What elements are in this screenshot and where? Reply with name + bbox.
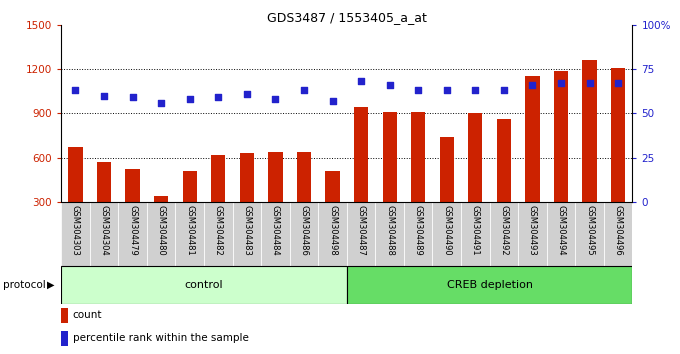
Point — [270, 96, 281, 102]
Text: GSM304494: GSM304494 — [556, 205, 566, 256]
Text: GSM304484: GSM304484 — [271, 205, 280, 256]
Text: GSM304480: GSM304480 — [156, 205, 166, 256]
Bar — [611, 68, 625, 202]
Bar — [325, 171, 339, 202]
Bar — [154, 196, 168, 202]
Point — [70, 87, 81, 93]
Bar — [354, 107, 368, 202]
Bar — [61, 308, 68, 323]
Point — [584, 80, 595, 86]
Bar — [182, 171, 197, 202]
Point — [327, 98, 338, 104]
Point — [384, 82, 395, 88]
Text: GSM304493: GSM304493 — [528, 205, 537, 256]
Text: GSM304496: GSM304496 — [613, 205, 623, 256]
Bar — [211, 155, 225, 202]
Point — [441, 87, 452, 93]
Bar — [68, 147, 82, 202]
Text: GSM304490: GSM304490 — [442, 205, 452, 256]
Text: percentile rank within the sample: percentile rank within the sample — [73, 333, 248, 343]
Text: ▶: ▶ — [47, 280, 54, 290]
Bar — [61, 331, 68, 346]
Bar — [239, 153, 254, 202]
Text: GSM304489: GSM304489 — [413, 205, 423, 256]
Bar — [439, 137, 454, 202]
Point — [99, 93, 109, 98]
Text: GSM304479: GSM304479 — [128, 205, 137, 256]
Point — [527, 82, 538, 88]
FancyBboxPatch shape — [347, 266, 632, 304]
Text: GDS3487 / 1553405_a_at: GDS3487 / 1553405_a_at — [267, 11, 427, 24]
Text: CREB depletion: CREB depletion — [447, 280, 532, 290]
Point — [498, 87, 509, 93]
Point — [356, 79, 367, 84]
Text: GSM304488: GSM304488 — [385, 205, 394, 256]
Text: count: count — [73, 310, 102, 320]
Text: GSM304495: GSM304495 — [585, 205, 594, 256]
Text: GSM304487: GSM304487 — [356, 205, 366, 256]
Text: protocol: protocol — [3, 280, 46, 290]
Text: GSM304482: GSM304482 — [214, 205, 223, 256]
Bar — [525, 76, 539, 202]
Text: GSM304498: GSM304498 — [328, 205, 337, 256]
Bar — [554, 70, 568, 202]
Bar — [411, 112, 425, 202]
Point — [156, 100, 167, 105]
FancyBboxPatch shape — [61, 266, 347, 304]
Bar — [268, 152, 282, 202]
Point — [470, 87, 481, 93]
Bar — [296, 152, 311, 202]
Bar — [496, 119, 511, 202]
Bar — [468, 113, 482, 202]
Point — [413, 87, 424, 93]
Bar — [125, 169, 139, 202]
Text: GSM304483: GSM304483 — [242, 205, 252, 256]
Point — [184, 96, 195, 102]
Point — [299, 87, 309, 93]
Bar — [582, 60, 596, 202]
Text: control: control — [185, 280, 223, 290]
Text: GSM304486: GSM304486 — [299, 205, 309, 256]
Text: GSM304303: GSM304303 — [71, 205, 80, 256]
Point — [556, 80, 566, 86]
Point — [613, 80, 624, 86]
Text: GSM304491: GSM304491 — [471, 205, 480, 256]
Text: GSM304481: GSM304481 — [185, 205, 194, 256]
Point — [241, 91, 252, 97]
Bar — [382, 112, 396, 202]
Bar — [97, 162, 111, 202]
Point — [127, 95, 138, 100]
Point — [213, 95, 224, 100]
Text: GSM304492: GSM304492 — [499, 205, 509, 256]
Text: GSM304304: GSM304304 — [99, 205, 109, 256]
